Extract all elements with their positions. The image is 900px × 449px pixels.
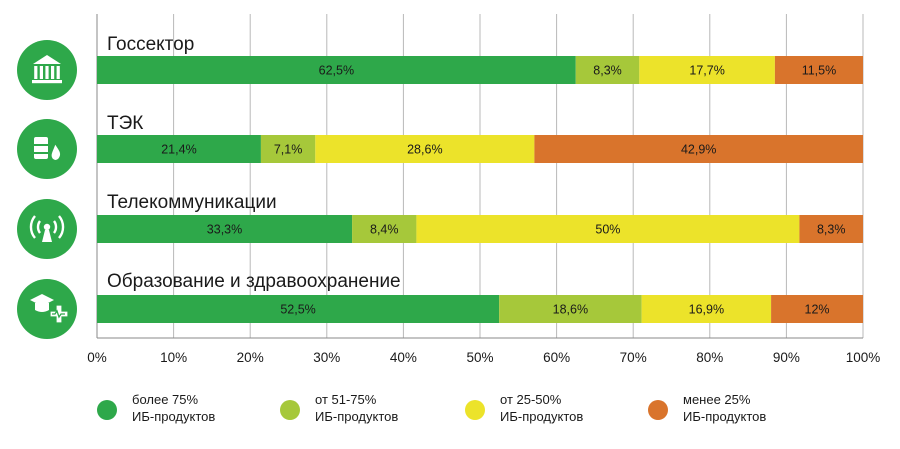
data-label: 62,5% xyxy=(319,64,354,78)
bank-column xyxy=(45,66,49,79)
bar-segment xyxy=(774,56,863,84)
legend-item: менее 25% ИБ-продуктов xyxy=(648,392,766,424)
data-label: 8,4% xyxy=(370,223,399,237)
legend-label: более 75% xyxy=(132,392,199,407)
wave xyxy=(29,215,36,239)
bank-column xyxy=(56,66,60,79)
legend-item: от 51-75% ИБ-продуктов xyxy=(280,392,398,424)
tower-dot xyxy=(43,223,51,231)
bar-segment xyxy=(352,215,417,243)
x-tick-label: 20% xyxy=(237,350,264,365)
bar-segment xyxy=(97,56,576,84)
legend-label: менее 25% xyxy=(683,392,751,407)
bar-segment xyxy=(97,295,500,323)
tower-body xyxy=(42,230,52,242)
bar-segment xyxy=(97,215,353,243)
category-label: Госсектор xyxy=(107,34,194,55)
bar-segment xyxy=(416,215,800,243)
x-tick-label: 60% xyxy=(543,350,570,365)
bank-roof xyxy=(33,55,61,64)
bank-column xyxy=(34,66,38,79)
x-tick-label: 100% xyxy=(846,350,881,365)
x-tick-label: 70% xyxy=(620,350,647,365)
medical-cross xyxy=(49,304,69,324)
bar-segment xyxy=(534,135,863,163)
legend-swatch xyxy=(648,400,668,420)
data-label: 21,4% xyxy=(161,143,196,157)
data-label: 17,7% xyxy=(689,64,724,78)
wave xyxy=(52,220,58,234)
data-label: 8,3% xyxy=(817,223,846,237)
x-tick-label: 0% xyxy=(87,350,107,365)
x-tick-label: 50% xyxy=(466,350,493,365)
barrel-band xyxy=(34,144,48,146)
data-label: 50% xyxy=(595,223,620,237)
bar-segment xyxy=(260,135,316,163)
bank-column xyxy=(39,66,43,79)
legend-label: ИБ-продуктов xyxy=(500,409,583,424)
legend-label: ИБ-продуктов xyxy=(683,409,766,424)
legend-swatch xyxy=(97,400,117,420)
legend-label: от 51-75% xyxy=(315,392,377,407)
data-label: 52,5% xyxy=(280,303,315,317)
x-tick-label: 90% xyxy=(773,350,800,365)
data-label: 11,5% xyxy=(802,64,837,78)
legend-label: ИБ-продуктов xyxy=(132,409,215,424)
category-label: Образование и здравоохранение xyxy=(107,271,401,292)
bank-column xyxy=(51,66,55,79)
barrel-band xyxy=(34,152,48,154)
x-tick-label: 10% xyxy=(160,350,187,365)
barrel xyxy=(34,137,48,159)
data-label: 8,3% xyxy=(593,64,622,78)
bar-segment xyxy=(499,295,642,323)
drop xyxy=(50,141,62,162)
category-label: ТЭК xyxy=(107,113,143,134)
wave xyxy=(58,215,65,239)
bar-segment xyxy=(799,215,863,243)
radio-tower-icon xyxy=(17,199,77,259)
bar-segment xyxy=(639,56,775,84)
legend-label: от 25-50% xyxy=(500,392,562,407)
x-tick-label: 80% xyxy=(696,350,723,365)
data-label: 18,6% xyxy=(553,303,588,317)
pulse-line xyxy=(52,309,65,319)
data-label: 33,3% xyxy=(207,223,242,237)
data-label: 12% xyxy=(805,303,830,317)
bar-segment xyxy=(315,135,535,163)
bank-base xyxy=(32,80,62,84)
bank-icon xyxy=(17,40,77,100)
category-label: Телекоммуникации xyxy=(107,192,277,213)
legend-swatch xyxy=(465,400,485,420)
x-tick-label: 40% xyxy=(390,350,417,365)
data-label: 16,9% xyxy=(689,303,724,317)
data-label: 42,9% xyxy=(681,143,716,157)
cap-base xyxy=(35,303,49,312)
bar-segment xyxy=(575,56,640,84)
data-label: 28,6% xyxy=(407,143,442,157)
legend-item: более 75% ИБ-продуктов xyxy=(97,392,215,424)
wave xyxy=(36,220,42,234)
data-label: 7,1% xyxy=(274,143,303,157)
x-tick-label: 30% xyxy=(313,350,340,365)
graduation-medical-icon xyxy=(17,279,77,339)
legend-swatch xyxy=(280,400,300,420)
bar-segment xyxy=(97,135,261,163)
oil-drop-icon xyxy=(17,119,77,179)
legend-label: ИБ-продуктов xyxy=(315,409,398,424)
legend-item: от 25-50% ИБ-продуктов xyxy=(465,392,583,424)
bar-segment xyxy=(641,295,772,323)
bar-segment xyxy=(771,295,863,323)
